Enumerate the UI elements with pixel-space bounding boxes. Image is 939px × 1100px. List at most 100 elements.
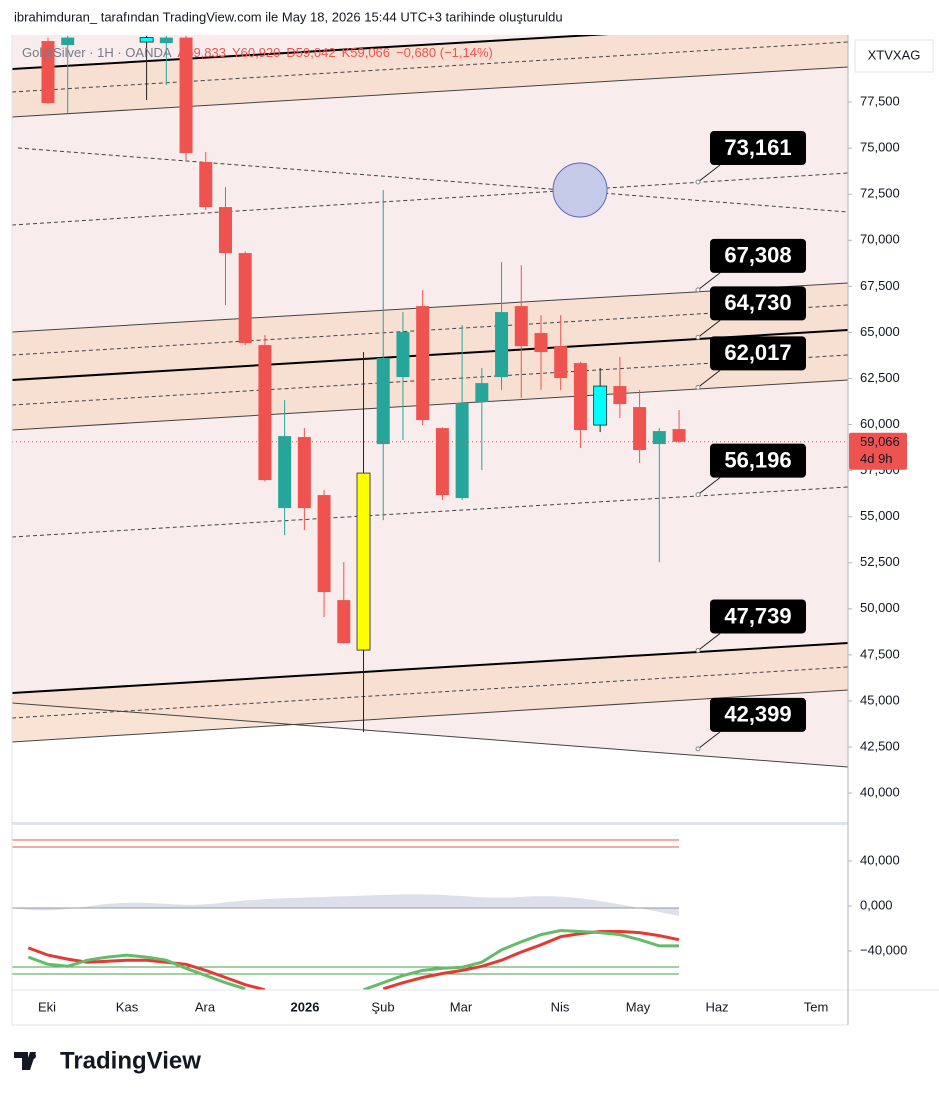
candle-body: [218, 207, 232, 254]
legend: Gold/Silver · 1H · OANDA A59,833 Y60,920 D5…: [22, 45, 493, 60]
channel-band: [12, 643, 848, 742]
legend-ohlc: A59,833: [178, 45, 226, 60]
annotation-point: [695, 179, 701, 185]
candle-body: [317, 495, 331, 593]
legend-ohlc: Y60,920: [232, 45, 280, 60]
legend-ohlc: K59,066: [342, 45, 390, 60]
symbol: XTVXAG: [868, 47, 921, 62]
candle-body: [159, 37, 173, 44]
candle-body: [139, 37, 154, 43]
header-caption: ibrahimduran_ tarafından TradingView.com…: [14, 9, 563, 24]
legend-change: −0,680 (−1,14%): [396, 45, 493, 60]
x-tick-label: Tem: [804, 999, 829, 1014]
candle-body: [593, 385, 608, 426]
trend-line: [12, 702, 848, 768]
y-tick-label: 70,000: [860, 232, 900, 247]
y-tick-label: 62,500: [860, 370, 900, 385]
candle-body: [199, 162, 213, 208]
candle-body: [61, 37, 75, 46]
candles: [12, 35, 848, 733]
annotation-pointer: [697, 369, 721, 388]
y-tick-label: 65,000: [860, 324, 900, 339]
y-tick-label: 40,000: [860, 852, 900, 867]
y-tick-label: 45,000: [860, 692, 900, 707]
candle-body: [238, 253, 252, 344]
annotation-box: [710, 336, 806, 371]
annotation-point: [695, 384, 701, 390]
candle-body: [613, 386, 627, 405]
y-tick-label: 0,000: [860, 897, 893, 912]
candle-body: [435, 428, 449, 496]
annotation-point: [695, 334, 701, 340]
annotation-box: [710, 131, 806, 166]
y-tick-label: 77,500: [860, 94, 900, 109]
x-tick-label: Şub: [371, 999, 394, 1014]
annotation-label: 73,161: [724, 135, 791, 160]
y-tick-label: 55,000: [860, 508, 900, 523]
y-tick-label: 75,000: [860, 140, 900, 155]
candle-body: [297, 437, 311, 509]
channel-band: [12, 35, 848, 117]
oscillator: [27, 928, 680, 990]
candle-body: [475, 383, 489, 403]
x-tick-label: 2026: [291, 999, 320, 1014]
x-tick-label: Kas: [116, 999, 139, 1014]
annotation-label: 64,730: [724, 290, 791, 315]
trend-line: [12, 379, 848, 431]
annotation-pointer: [697, 164, 721, 183]
annotation-box: [710, 286, 806, 321]
pane-separator: [12, 822, 848, 825]
annotation-label: 67,308: [724, 243, 791, 268]
candle-body: [41, 41, 55, 104]
osc-layout: [12, 839, 679, 975]
annotation-point: [695, 287, 701, 293]
candle-body: [534, 333, 548, 353]
annotation-label: 56,196: [724, 447, 791, 472]
trend-line: [12, 329, 848, 381]
candle-body: [356, 472, 371, 651]
annotation-point: [695, 492, 701, 498]
x-tick-label: May: [626, 999, 651, 1014]
candle-body: [179, 37, 193, 154]
y-tick-label: 67,500: [860, 278, 900, 293]
trend-line: [12, 689, 848, 743]
y-tick-label: 60,000: [860, 416, 900, 431]
candle-body: [514, 306, 528, 347]
legend-ohlc: D59,042: [286, 45, 335, 60]
annotation-pointer: [697, 477, 721, 496]
annotation-point: [695, 746, 701, 752]
trend-line: [17, 147, 848, 213]
candle-body: [652, 431, 666, 445]
candle-body: [278, 436, 292, 509]
y-tick-label: 50,000: [860, 600, 900, 615]
osc-line: [27, 928, 679, 990]
candle-body: [376, 358, 390, 445]
trend-line: [12, 35, 610, 70]
x-tick-label: Eki: [38, 999, 56, 1014]
candle-body: [337, 600, 351, 644]
annotation-pointer: [697, 272, 721, 291]
trend-line: [12, 282, 848, 333]
candle-body: [455, 403, 469, 499]
y-tick-label: 72,500: [860, 186, 900, 201]
legend-symbol: Gold/Silver · 1H · OANDA: [22, 45, 172, 60]
osc-line: [27, 930, 680, 990]
candle-body: [554, 346, 568, 379]
candle-body: [672, 429, 686, 442]
x-tick-label: Nis: [551, 999, 570, 1014]
y-tick-label: −40,000: [860, 942, 907, 957]
candle-body: [416, 306, 430, 421]
countdown: 4d 9h: [860, 451, 893, 466]
annotation-pointer: [697, 731, 721, 750]
last-price-box: [849, 432, 907, 470]
annotation-box: [710, 599, 806, 634]
annotation-box: [710, 443, 806, 478]
x-tick-label: Ara: [195, 999, 216, 1014]
x-tick-label: Haz: [705, 999, 728, 1014]
logo: [14, 1052, 36, 1070]
annotation-box: [710, 238, 806, 273]
circle-marker: [552, 162, 608, 218]
annotation-label: 42,399: [724, 702, 791, 727]
trend-line: [12, 642, 848, 694]
